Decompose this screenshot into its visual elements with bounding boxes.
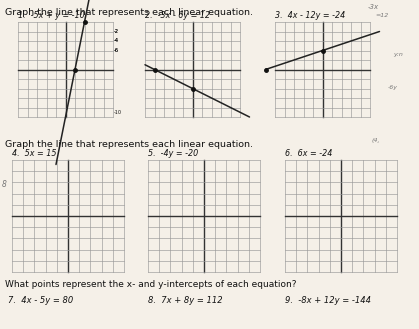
Text: 6.  6x = -24: 6. 6x = -24 [285, 149, 332, 158]
Text: Graph the line that represents each linear equation.: Graph the line that represents each line… [5, 8, 253, 17]
Text: 5.  -4y = -20: 5. -4y = -20 [148, 149, 198, 158]
Text: y:n: y:n [393, 52, 403, 57]
Text: -6: -6 [114, 48, 119, 53]
Text: 3.  4x - 12y = -24: 3. 4x - 12y = -24 [275, 11, 345, 20]
Text: 4.  5x = 15: 4. 5x = 15 [12, 149, 57, 158]
Text: 1.  -5x + y = -10: 1. -5x + y = -10 [18, 11, 85, 20]
Text: =12: =12 [375, 13, 388, 18]
Text: -6y: -6y [388, 85, 398, 90]
Text: What points represent the x- and y-intercepts of each equation?: What points represent the x- and y-inter… [5, 280, 297, 289]
Text: 7.  4x - 5y = 80: 7. 4x - 5y = 80 [8, 296, 73, 305]
Text: -4: -4 [114, 38, 119, 43]
Text: -2: -2 [114, 29, 119, 34]
Text: -4: -4 [114, 38, 119, 43]
Text: (4,: (4, [372, 138, 380, 143]
Text: 8: 8 [2, 180, 7, 189]
Text: -10: -10 [114, 110, 122, 115]
Text: -2: -2 [114, 29, 119, 34]
Text: -3x: -3x [368, 4, 379, 10]
Text: Graph the line that represents each linear equation.: Graph the line that represents each line… [5, 140, 253, 149]
Text: 2.  -3x - 6y = 12: 2. -3x - 6y = 12 [145, 11, 210, 20]
Text: 8.  7x + 8y = 112: 8. 7x + 8y = 112 [148, 296, 222, 305]
Text: -6: -6 [114, 48, 119, 53]
Text: 9.  -8x + 12y = -144: 9. -8x + 12y = -144 [285, 296, 371, 305]
